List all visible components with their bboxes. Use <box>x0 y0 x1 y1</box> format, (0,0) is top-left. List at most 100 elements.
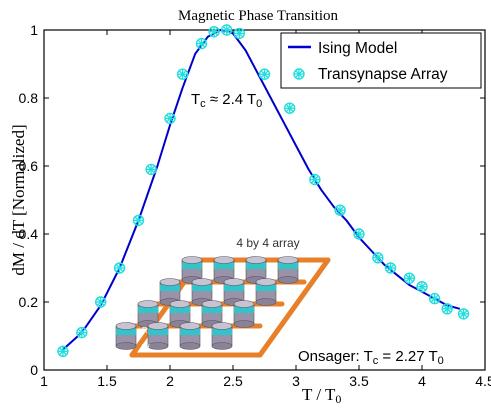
transynapse-point <box>176 68 189 80</box>
transynapse-point-spoke <box>115 264 124 272</box>
transynapse-point-spoke <box>285 104 294 113</box>
inset-cell <box>211 322 233 350</box>
transynapse-point-spoke <box>77 328 86 337</box>
y-tick-label: 0.2 <box>19 294 39 310</box>
onsager-sub: c <box>373 355 379 367</box>
chart-title: Magnetic Phase Transition <box>178 8 338 24</box>
transynapse-point <box>113 262 126 274</box>
inset-cell-band <box>148 329 168 335</box>
onsager-annotation: Onsager: Tc = 2.27 T0 <box>298 348 444 367</box>
transynapse-point <box>57 345 69 357</box>
inset-cell <box>255 278 277 306</box>
plot-frame <box>43 29 486 371</box>
inset-w-label: W <box>142 343 150 352</box>
inset-cell-band <box>224 285 244 291</box>
onsager-value-sub: 0 <box>438 355 444 367</box>
inset-cell-bottom <box>277 276 299 284</box>
inset-cell-top <box>201 300 223 308</box>
transynapse-point <box>416 281 428 293</box>
inset-cell-band <box>180 329 200 335</box>
inset-cell <box>191 278 213 306</box>
transynapse-point-spoke <box>405 274 414 283</box>
legend-label-ising: Ising Model <box>318 40 397 57</box>
transynapse-point <box>284 102 296 114</box>
transynapse-point <box>132 214 145 227</box>
inset-cell-band <box>278 263 298 269</box>
inset-cell-bottom <box>179 342 201 350</box>
transynapse-point-spoke <box>459 309 468 318</box>
inset-cell-band <box>116 329 136 335</box>
x-tick-label: 4 <box>418 373 426 389</box>
transynapse-point <box>258 68 271 80</box>
transynapse-point <box>195 37 208 50</box>
transynapse-point <box>334 204 346 216</box>
transynapse-point-spoke <box>147 165 156 174</box>
inset-cell-band <box>170 307 190 313</box>
x-tick-label: 3.5 <box>349 373 369 389</box>
y-tick-label: 1 <box>30 22 38 38</box>
transynapse-point-spoke <box>373 253 382 262</box>
transynapse-point <box>441 303 453 315</box>
inset-cell-top <box>213 256 235 264</box>
inset-cell-top <box>211 322 233 330</box>
x-tick-label: 2 <box>166 373 174 389</box>
transynapse-point-spoke <box>336 206 345 215</box>
transynapse-point-spoke <box>210 27 219 36</box>
legend: Ising Model Transynapse Array <box>280 32 482 89</box>
legend-marker-swatch <box>293 68 305 80</box>
inset-cell-bottom <box>255 298 277 306</box>
inset-cell-top <box>223 278 245 286</box>
x-axis: 1 1.5 2 2.5 3 3.5 4 4.5 <box>40 30 491 389</box>
tc-value-sub: 0 <box>256 98 262 110</box>
transynapse-point <box>457 308 470 320</box>
inset-cell <box>245 256 267 284</box>
transynapse-point-spoke <box>260 70 269 79</box>
inset-cell-band <box>246 263 266 269</box>
legend-marker-spoke <box>295 70 303 78</box>
x-tick-label: 1.5 <box>97 373 117 389</box>
inset-cell-top <box>137 300 159 308</box>
inset-cell-band <box>214 263 234 269</box>
y-tick-label: 0.4 <box>19 226 39 242</box>
transynapse-point-spoke <box>430 294 439 303</box>
legend-label-transynapse: Transynapse Array <box>318 66 448 83</box>
inset-cell-band <box>160 285 180 291</box>
inset-cell-top <box>147 322 169 330</box>
inset-cell-top <box>245 256 267 264</box>
transynapse-point <box>164 112 176 125</box>
x-axis-label: T / T0 <box>302 385 341 406</box>
inset-cell-top <box>159 278 181 286</box>
inset-cell <box>115 322 137 350</box>
inset-cell <box>147 322 169 350</box>
inset-cell-band <box>234 307 254 313</box>
transynapse-point-spoke <box>96 298 105 306</box>
transynapse-point <box>372 252 384 264</box>
inset-cell-band <box>192 285 212 291</box>
transynapse-point-spoke <box>443 304 452 313</box>
inset-cell-top <box>169 300 191 308</box>
inset-cell-top <box>181 256 203 264</box>
x-tick-label: 4.5 <box>475 373 491 389</box>
inset-cell-top <box>277 256 299 264</box>
inset-cell <box>137 300 159 328</box>
inset-cell-top <box>255 278 277 286</box>
inset-cell-bottom <box>115 342 137 350</box>
y-tick-label: 0.8 <box>19 90 39 106</box>
inset-cell-top <box>179 322 201 330</box>
inset-r-label: R <box>142 326 148 335</box>
y-tick-label: 0 <box>30 362 38 378</box>
transynapse-point <box>384 262 397 274</box>
transynapse-point <box>94 296 107 308</box>
transynapse-point <box>208 26 220 38</box>
inset-cell-top <box>191 278 213 286</box>
transynapse-point-spoke <box>197 39 206 48</box>
inset-cell-top <box>115 322 137 330</box>
transynapse-point <box>145 163 157 176</box>
transynapse-point <box>403 272 416 284</box>
inset-cell-band <box>202 307 222 313</box>
transynapse-point <box>76 326 88 339</box>
y-tick-label: 0.6 <box>19 158 39 174</box>
x-tick-label: 3 <box>292 373 300 389</box>
inset-cell <box>223 278 245 306</box>
inset-cell-band <box>256 285 276 291</box>
